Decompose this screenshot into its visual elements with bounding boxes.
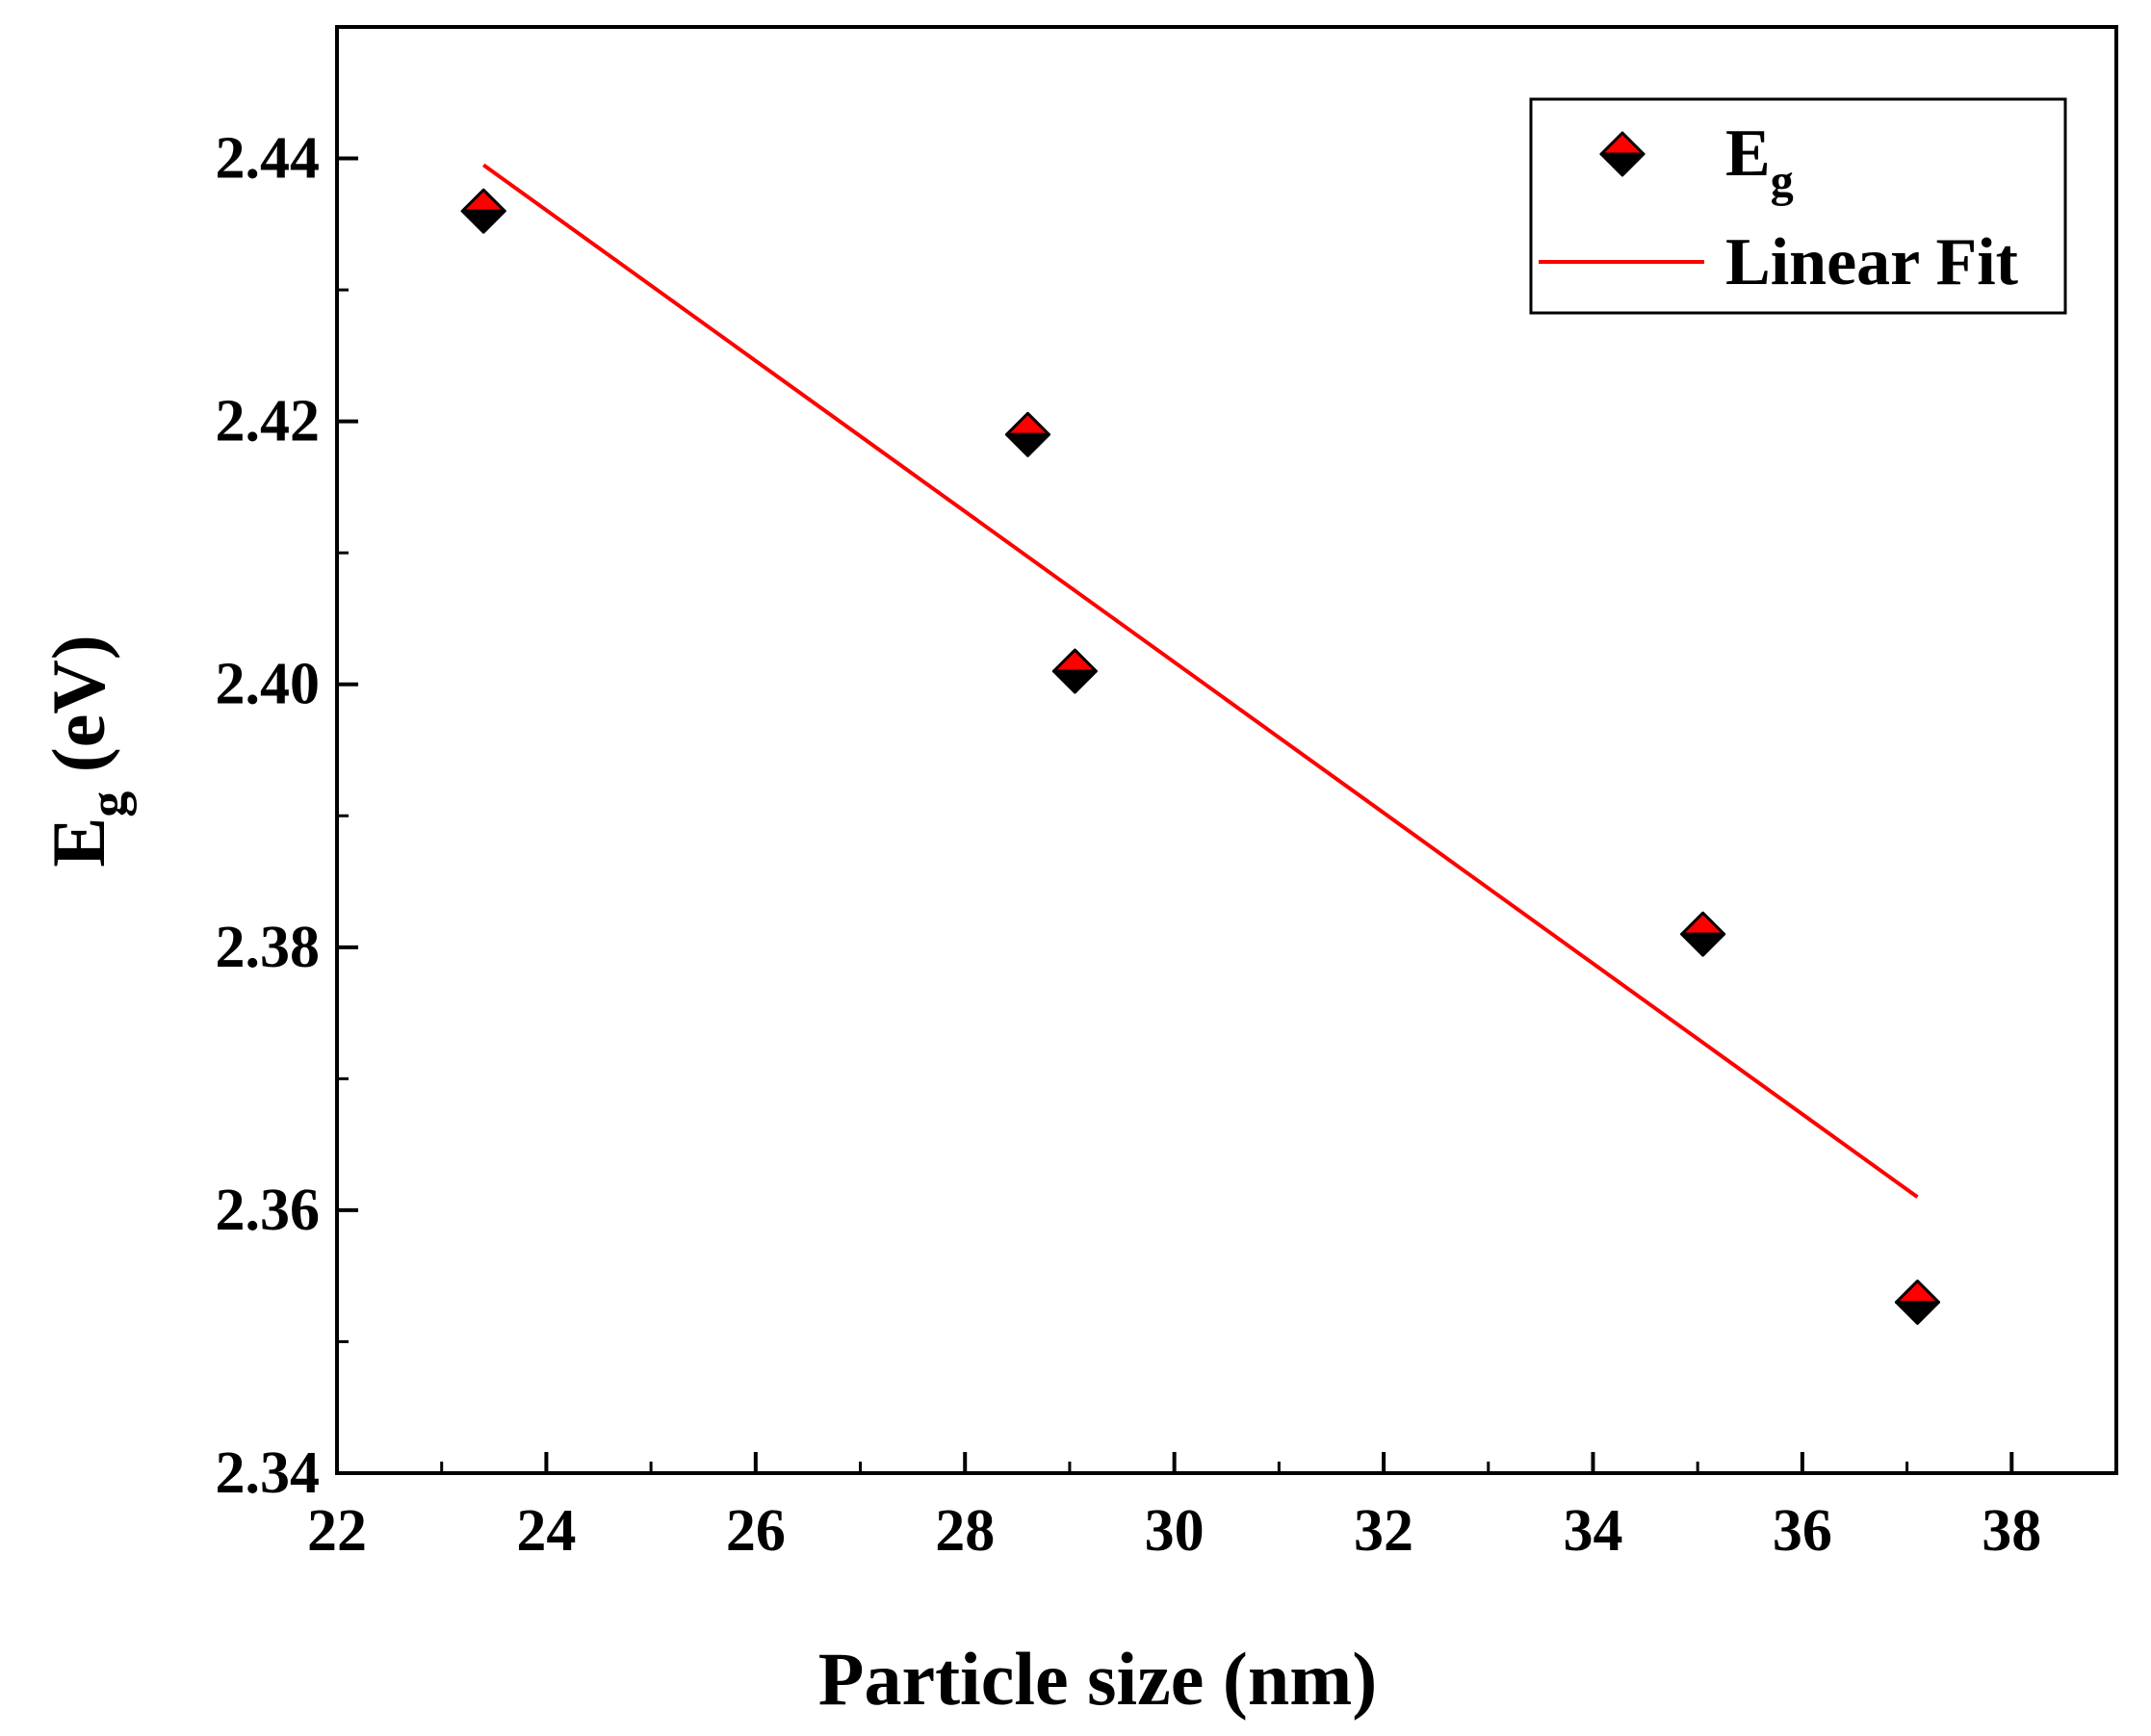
data-point-top (1004, 411, 1050, 436)
x-tick-label: 34 (1563, 1498, 1622, 1564)
y-tick-label: 2.38 (216, 915, 321, 980)
y-axis-title-sub: g (79, 791, 137, 817)
data-point-top (460, 188, 506, 213)
data-point (1894, 1279, 1940, 1325)
y-tick-label: 2.34 (216, 1440, 321, 1506)
x-axis-title: Particle size (nm) (818, 1637, 1377, 1721)
data-point-bottom (1680, 932, 1726, 957)
y-tick-label: 2.40 (216, 652, 321, 717)
plot-area (335, 25, 2118, 1475)
x-tick-label: 26 (726, 1498, 786, 1564)
data-point (460, 188, 506, 234)
legend-marker-eg-icon (1599, 131, 1646, 177)
y-tick-label: 2.42 (216, 389, 321, 454)
data-point-top (1680, 911, 1726, 936)
legend: Eg Linear Fit (1529, 97, 2067, 315)
y-tick-label: 2.36 (216, 1178, 321, 1243)
plot-frame (335, 25, 2118, 1475)
data-point (1004, 411, 1050, 457)
data-point-bottom (1894, 1300, 1940, 1325)
data-point (1680, 911, 1726, 957)
linear-fit-line (482, 163, 1919, 1199)
legend-label-fit: Linear Fit (1725, 225, 2018, 299)
x-tick-label: 36 (1773, 1498, 1832, 1564)
y-axis-title: Eg (eV) (37, 635, 137, 867)
point-layer (460, 188, 1940, 1325)
x-tick-label: 24 (516, 1498, 576, 1564)
x-tick-label: 28 (935, 1498, 995, 1564)
y-axis-title-main: E (37, 817, 120, 868)
data-point-bottom (1051, 669, 1098, 694)
x-tick-label: 22 (307, 1498, 367, 1564)
data-point-bottom (1004, 432, 1050, 457)
y-axis-title-unit: (eV) (37, 635, 120, 790)
x-tick-label: 38 (1982, 1498, 2041, 1564)
data-point-bottom (460, 209, 506, 234)
x-tick-label: 30 (1145, 1498, 1205, 1564)
data-point (1051, 648, 1098, 694)
fit-layer (482, 163, 1919, 1199)
legend-label-eg-main: E (1725, 117, 1771, 191)
data-point-top (1894, 1279, 1940, 1304)
legend-label-eg: Eg (1725, 117, 1794, 207)
data-point-top (1051, 648, 1098, 673)
tick-layer: 22 24 26 28 30 32 34 36 38 2.34 2.36 2.38 2.40 2.42 2.… (216, 25, 2041, 1564)
y-tick-label: 2.44 (216, 126, 321, 192)
legend-label-eg-sub: g (1771, 156, 1794, 207)
x-tick-label: 32 (1354, 1498, 1413, 1564)
